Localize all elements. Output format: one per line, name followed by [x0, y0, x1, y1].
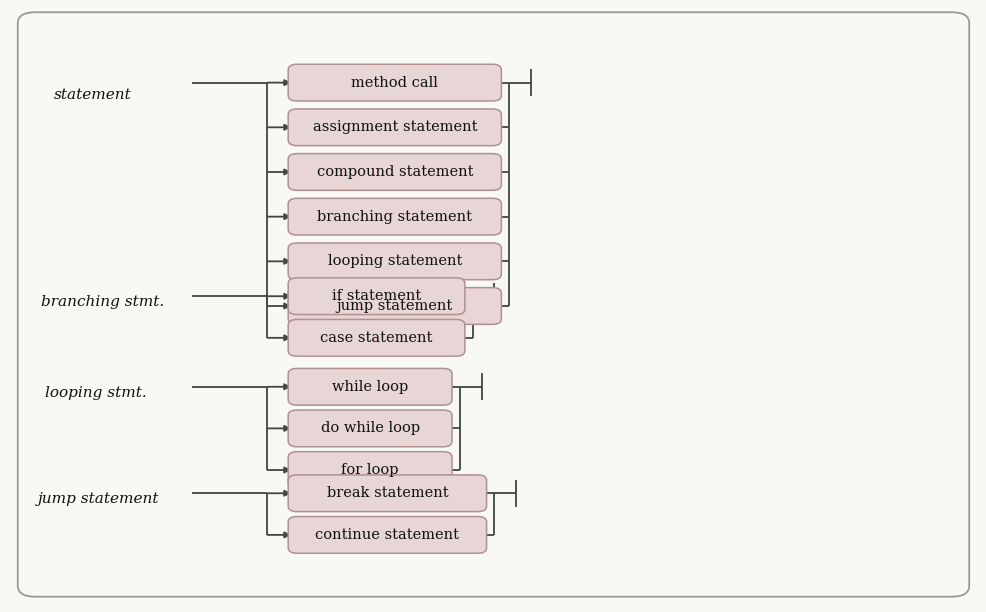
Text: jump statement: jump statement	[37, 493, 159, 506]
Text: case statement: case statement	[320, 331, 432, 345]
FancyBboxPatch shape	[288, 64, 501, 101]
FancyBboxPatch shape	[288, 243, 501, 280]
FancyBboxPatch shape	[288, 368, 452, 405]
Text: if statement: if statement	[331, 289, 421, 303]
FancyBboxPatch shape	[288, 198, 501, 235]
FancyBboxPatch shape	[288, 154, 501, 190]
FancyBboxPatch shape	[18, 12, 968, 597]
FancyBboxPatch shape	[288, 319, 464, 356]
FancyBboxPatch shape	[288, 517, 486, 553]
Text: while loop: while loop	[331, 380, 408, 394]
Text: continue statement: continue statement	[316, 528, 458, 542]
FancyBboxPatch shape	[288, 410, 452, 447]
Text: looping statement: looping statement	[327, 255, 461, 268]
Text: do while loop: do while loop	[320, 422, 419, 435]
Text: method call: method call	[351, 76, 438, 89]
Text: looping stmt.: looping stmt.	[45, 386, 147, 400]
Text: for loop: for loop	[341, 463, 398, 477]
FancyBboxPatch shape	[288, 109, 501, 146]
Text: branching stmt.: branching stmt.	[41, 295, 165, 308]
Text: branching statement: branching statement	[317, 210, 472, 223]
FancyBboxPatch shape	[288, 452, 452, 488]
FancyBboxPatch shape	[288, 278, 464, 315]
Text: assignment statement: assignment statement	[313, 121, 476, 134]
Text: break statement: break statement	[326, 487, 448, 500]
Text: compound statement: compound statement	[317, 165, 472, 179]
FancyBboxPatch shape	[288, 475, 486, 512]
Text: jump statement: jump statement	[336, 299, 453, 313]
Text: statement: statement	[54, 88, 132, 102]
FancyBboxPatch shape	[288, 288, 501, 324]
